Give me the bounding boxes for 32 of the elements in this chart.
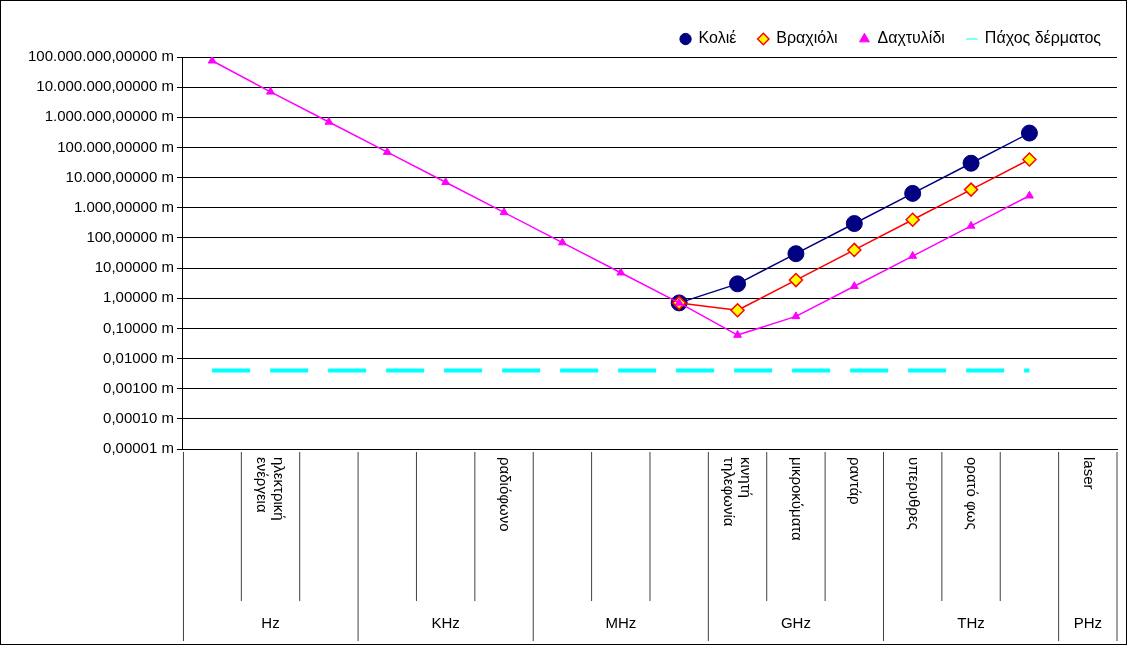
- y-tick-label: 100.000,00000 m: [57, 137, 174, 155]
- y-tick-label: 10.000,00000 m: [65, 167, 174, 185]
- y-tick-label: 1.000.000,00000 m: [44, 107, 174, 125]
- y-tick-label: 0,10000 m: [103, 318, 174, 336]
- y-tick-label: 10.000.000,00000 m: [36, 77, 174, 95]
- legend-label: Πάχος δέρματος: [984, 29, 1102, 47]
- x-tick-label: ηλεκτρική ενέργεια: [254, 457, 289, 521]
- y-tick-label: 1.000,00000 m: [73, 197, 174, 215]
- x-tick-label: υπερυθρες: [905, 457, 923, 530]
- text: MHz: [605, 614, 637, 632]
- legend-label: Δαχτυλίδι: [877, 29, 946, 47]
- y-tick-label: 100.000.000,00000 m: [27, 47, 174, 65]
- legend-label: Βραχιόλι: [776, 29, 838, 47]
- text: KHz: [431, 614, 460, 632]
- text: GHz: [780, 614, 811, 632]
- x-tick-label: laser: [1080, 457, 1098, 490]
- y-tick-label: 0,01000 m: [103, 348, 174, 366]
- y-tick-label: 10,00000 m: [94, 258, 174, 276]
- x-tick-label: κινητή τηλεφωνία: [721, 457, 756, 527]
- x-tick-label: ραδιόφωνο: [496, 457, 514, 532]
- text: Hz: [261, 614, 280, 632]
- x-tick-label: μικροκύματα: [788, 457, 806, 542]
- x-tick-label: ορατό φως: [963, 457, 981, 530]
- y-tick-label: 0,00100 m: [103, 378, 174, 396]
- y-tick-label: 0,00010 m: [103, 408, 174, 426]
- text: THz: [957, 614, 985, 632]
- text: PHz: [1073, 614, 1102, 632]
- y-tick-label: 1,00000 m: [103, 288, 174, 306]
- y-tick-label: 100,00000 m: [86, 228, 174, 246]
- legend-label: Κολιέ: [698, 29, 737, 47]
- y-tick-label: 0,00001 m: [103, 439, 174, 457]
- x-tick-label: ραντάρ: [847, 457, 865, 505]
